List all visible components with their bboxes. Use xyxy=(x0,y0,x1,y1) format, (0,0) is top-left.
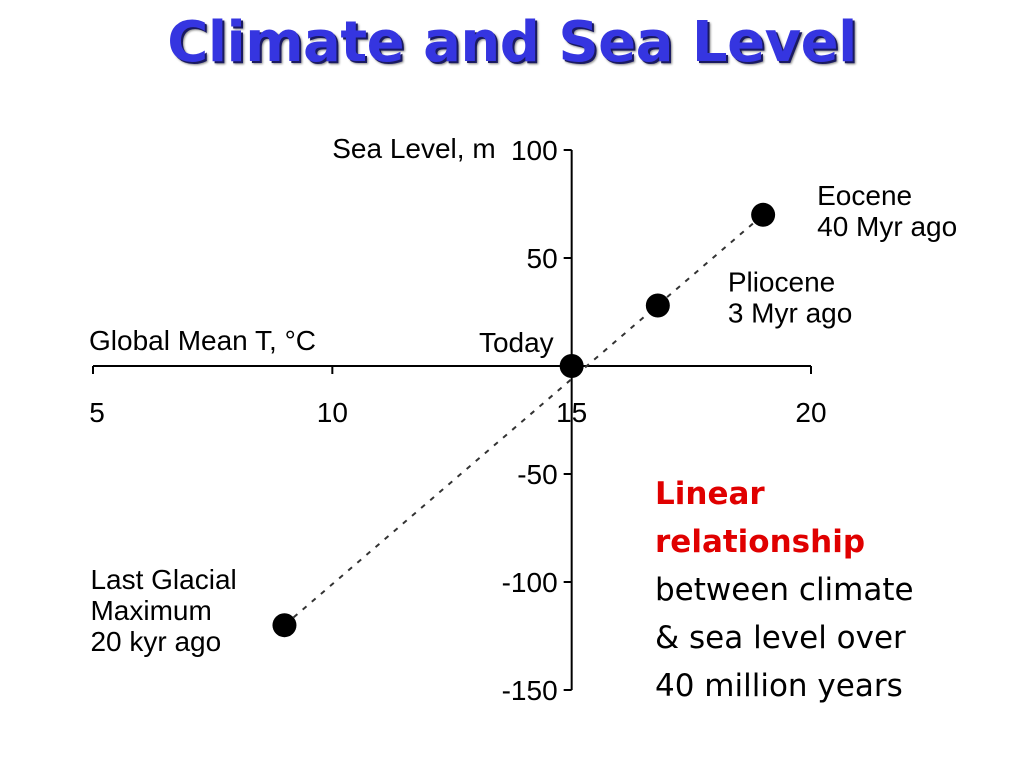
trend-line-group xyxy=(283,214,764,626)
y-axis-label: Sea Level, m xyxy=(332,133,495,164)
point-label-0-0: Last Glacial xyxy=(90,564,236,595)
point-label-1-0: Today xyxy=(479,327,554,358)
slide-title: Climate and Sea Level xyxy=(167,10,857,75)
x-tick-label-10: 10 xyxy=(317,397,348,428)
data-point-0 xyxy=(272,613,297,638)
x-tick-label-20: 20 xyxy=(795,397,826,428)
y-tick-label--150: -150 xyxy=(502,675,558,706)
note-line-1: between climate xyxy=(655,572,914,608)
x-axis-label: Global Mean T, °C xyxy=(89,325,316,356)
point-label-3-0: Eocene xyxy=(817,180,912,211)
x-tick-label-5: 5 xyxy=(89,397,105,428)
y-tick-label--50: -50 xyxy=(517,459,557,490)
note-highlight-1: Linear xyxy=(655,476,765,512)
note-line-2: & sea level over xyxy=(655,620,906,656)
point-label-2-1: 3 Myr ago xyxy=(728,298,853,329)
y-tick-label-50: 50 xyxy=(527,243,558,274)
annotation-note: Linear relationship between climate & se… xyxy=(655,470,1015,710)
y-tick-label-100: 100 xyxy=(511,135,558,166)
data-points xyxy=(272,202,776,638)
point-label-2-0: Pliocene xyxy=(728,267,835,298)
note-line-3: 40 million years xyxy=(655,668,903,704)
point-label-0-2: 20 kyr ago xyxy=(90,626,221,657)
trend-line xyxy=(283,214,764,626)
point-label-0-1: Maximum xyxy=(90,595,211,626)
data-point-2 xyxy=(645,293,670,318)
data-point-1 xyxy=(559,354,584,378)
data-point-3 xyxy=(751,202,776,227)
point-label-3-1: 40 Myr ago xyxy=(817,211,957,242)
note-highlight-2: relationship xyxy=(655,524,866,560)
y-tick-label--100: -100 xyxy=(502,567,558,598)
